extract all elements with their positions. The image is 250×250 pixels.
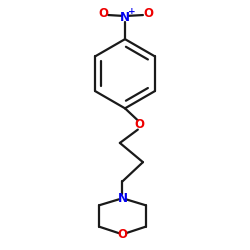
Text: O: O — [118, 228, 128, 241]
Text: +: + — [128, 7, 136, 16]
Text: O: O — [143, 7, 153, 20]
Text: N: N — [118, 192, 128, 204]
Text: O: O — [134, 118, 144, 132]
Text: N: N — [120, 11, 130, 24]
Text: O: O — [98, 7, 108, 20]
